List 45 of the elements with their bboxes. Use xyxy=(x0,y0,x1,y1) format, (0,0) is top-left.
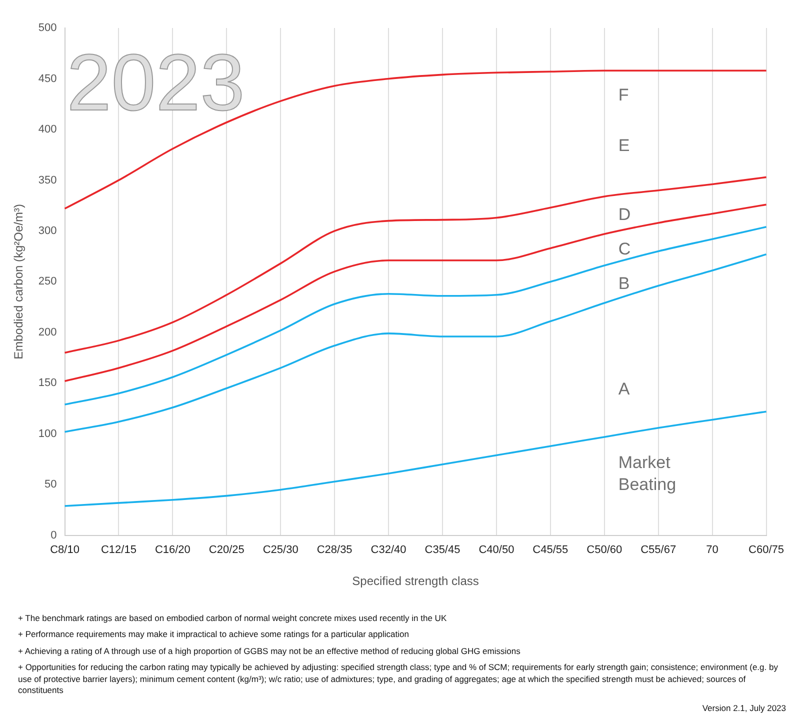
annotation: C xyxy=(618,239,631,258)
x-tick-label: C16/20 xyxy=(154,544,190,556)
x-tick-label: C50/60 xyxy=(586,544,622,556)
y-tick-label: 50 xyxy=(44,478,57,491)
annotation: Market Beating xyxy=(618,452,676,494)
x-tick-label: C32/40 xyxy=(370,544,406,556)
annotation: F xyxy=(618,85,629,104)
x-tick-label: C40/50 xyxy=(478,544,514,556)
line-series xyxy=(64,410,768,507)
text: + Opportunities for reducing the carbon rating may typically be achieved by adjusting: specified strength class; type and % of SCM; requirements for early strength gain; consistence; environment (e.g. by use of protective barrier layers); minimum cement content (kg/m³); w/c ratio; use of admixtures; type, and grading of aggregates; age at which the specified strength must be achieved; sources of constituents xyxy=(18,662,779,697)
line-series xyxy=(64,253,768,433)
y-axis-title: Embodied carbon (kg²Oe/m³) xyxy=(12,204,26,360)
y-tick-label: 300 xyxy=(38,224,57,237)
y-tick-label: 400 xyxy=(38,124,57,136)
x-tick-label: C8/10 xyxy=(50,544,80,556)
annotation: E xyxy=(618,136,630,155)
text: Version 2.1, July 2023 xyxy=(701,702,786,713)
y-tick-label: 0 xyxy=(50,529,57,542)
x-tick-label: C35/45 xyxy=(424,544,460,556)
y-tick-label: 250 xyxy=(38,276,57,288)
x-tick-label: 70 xyxy=(706,544,718,556)
annotation: D xyxy=(618,204,631,224)
text: + Performance requirements may make it impractical to achieve some ratings for a particular application xyxy=(18,629,410,641)
y-tick-label: 150 xyxy=(38,377,57,390)
chart-title: 2023 xyxy=(66,38,245,128)
y-tick-label: 100 xyxy=(38,428,57,440)
line-series xyxy=(64,204,768,382)
text: + The benchmark ratings are based on embodied carbon of normal weight concrete mixes used recently in the UK xyxy=(18,613,448,624)
x-tick-label: C20/25 xyxy=(208,544,244,556)
x-tick-label: C25/30 xyxy=(262,544,298,556)
text: + Achieving a rating of A through use of a high proportion of GGBS may not be an effective method of reducing global GHG emissions xyxy=(18,646,522,658)
y-tick-label: 350 xyxy=(38,174,57,186)
x-tick-label: C28/35 xyxy=(316,544,352,556)
x-tick-label: C12/15 xyxy=(100,544,136,556)
x-axis-title: Specified strength class xyxy=(352,574,479,588)
y-tick-label: 200 xyxy=(38,326,57,338)
line-series xyxy=(64,176,768,354)
x-tick-label: C45/55 xyxy=(532,544,568,556)
y-tick-label: 500 xyxy=(38,22,57,34)
annotation: A xyxy=(618,380,630,399)
x-tick-label: C55/67 xyxy=(640,544,676,556)
line-series xyxy=(64,226,768,406)
annotation: B xyxy=(618,274,630,293)
y-tick-label: 450 xyxy=(38,72,57,85)
x-tick-label: C60/75 xyxy=(748,544,784,556)
